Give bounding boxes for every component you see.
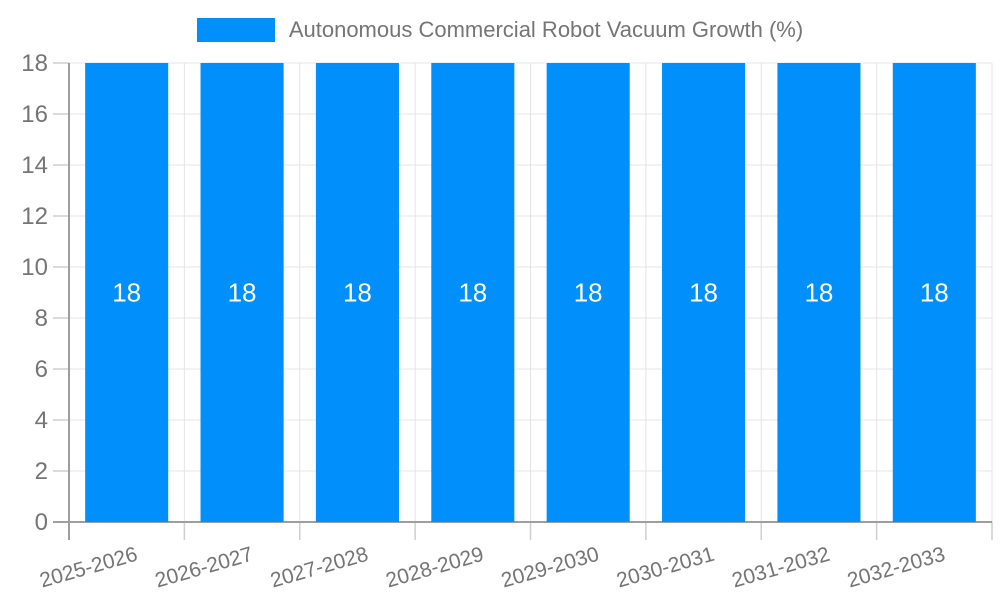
y-tick-label: 4 xyxy=(35,407,48,434)
bar-value-label: 18 xyxy=(920,278,949,308)
bar-value-label: 18 xyxy=(458,278,487,308)
y-tick-label: 0 xyxy=(35,509,48,536)
bar-2025-2026[interactable] xyxy=(85,63,169,522)
legend-swatch xyxy=(196,18,275,42)
y-tick-label: 6 xyxy=(35,356,48,383)
x-tick-label: 2028-2029 xyxy=(383,543,486,593)
bar-2032-2033[interactable] xyxy=(892,63,976,522)
legend-label: Autonomous Commercial Robot Vacuum Growt… xyxy=(288,17,804,42)
x-tick-label: 2025-2026 xyxy=(37,543,140,593)
bar-value-label: 18 xyxy=(343,278,372,308)
y-tick-label: 12 xyxy=(21,203,48,230)
bar-2028-2029[interactable] xyxy=(431,63,515,522)
y-tick-label: 8 xyxy=(35,305,48,332)
bar-value-label: 18 xyxy=(112,278,141,308)
y-tick-label: 10 xyxy=(21,254,48,281)
x-tick-label: 2027-2028 xyxy=(268,543,371,593)
bar-value-label: 18 xyxy=(689,278,718,308)
y-tick-label: 16 xyxy=(21,101,48,128)
y-tick-label: 2 xyxy=(35,458,48,485)
bar-2031-2032[interactable] xyxy=(777,63,861,522)
bar-value-label: 18 xyxy=(574,278,603,308)
bar-value-label: 18 xyxy=(228,278,257,308)
bar-2026-2027[interactable] xyxy=(200,63,284,522)
x-tick-label: 2032-2033 xyxy=(845,543,948,593)
bar-2029-2030[interactable] xyxy=(546,63,630,522)
bar-value-label: 18 xyxy=(804,278,833,308)
legend-item[interactable]: Autonomous Commercial Robot Vacuum Growt… xyxy=(0,16,1000,44)
x-tick-label: 2030-2031 xyxy=(614,543,717,593)
x-tick-label: 2029-2030 xyxy=(499,543,602,593)
x-tick-label: 2026-2027 xyxy=(153,543,256,593)
y-tick-label: 18 xyxy=(21,50,48,77)
y-tick-label: 14 xyxy=(21,152,48,179)
bar-2027-2028[interactable] xyxy=(315,63,399,522)
bar-2030-2031[interactable] xyxy=(662,63,746,522)
x-tick-label: 2031-2032 xyxy=(729,543,832,593)
